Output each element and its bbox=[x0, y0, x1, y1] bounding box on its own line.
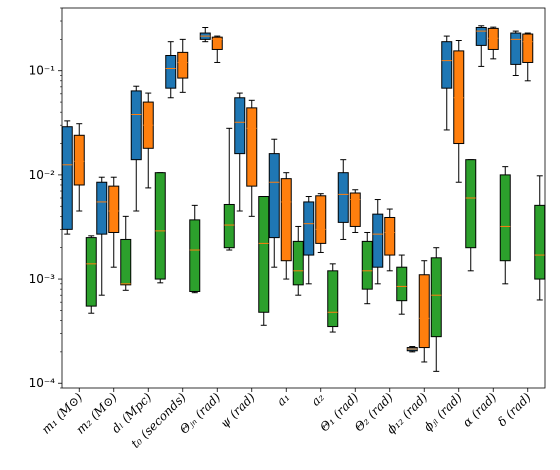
box-body bbox=[246, 107, 258, 187]
box-body bbox=[441, 41, 453, 89]
box-s0-c9 bbox=[372, 199, 384, 285]
box-body bbox=[327, 270, 339, 328]
x-category-label: δ (rad) bbox=[495, 390, 534, 429]
box-s0-c10 bbox=[406, 346, 418, 353]
box-s2-c3 bbox=[189, 204, 201, 294]
box-body bbox=[96, 181, 108, 235]
box-body bbox=[258, 196, 270, 313]
box-s2-c13 bbox=[534, 175, 546, 301]
box-body bbox=[234, 97, 246, 155]
box-s2-c11 bbox=[465, 159, 477, 272]
box-body bbox=[189, 219, 201, 292]
box-s1-c10 bbox=[418, 260, 430, 363]
box-body bbox=[430, 257, 442, 338]
box-s2-c6 bbox=[292, 225, 304, 296]
box-body bbox=[303, 201, 315, 256]
box-s1-c8 bbox=[349, 189, 361, 233]
y-tick-label: 10⁻² bbox=[29, 168, 56, 182]
box-s2-c7 bbox=[327, 263, 339, 333]
box-body bbox=[372, 213, 384, 268]
box-s1-c12 bbox=[487, 26, 499, 60]
box-body bbox=[177, 51, 189, 79]
box-s1-c4 bbox=[211, 35, 223, 63]
box-s2-c0 bbox=[85, 235, 97, 314]
box-s1-c2 bbox=[142, 92, 154, 189]
box-s1-c5 bbox=[246, 99, 258, 217]
box-body bbox=[165, 54, 177, 89]
box-s0-c13 bbox=[510, 30, 522, 76]
plot-marks bbox=[61, 25, 546, 372]
box-s2-c10 bbox=[430, 247, 442, 372]
box-s2-c12 bbox=[499, 166, 511, 285]
box-s2-c8 bbox=[361, 231, 373, 305]
box-body bbox=[522, 33, 534, 63]
box-body bbox=[384, 216, 396, 256]
box-s2-c9 bbox=[396, 254, 408, 315]
box-body bbox=[280, 178, 292, 262]
plot-frame bbox=[61, 7, 546, 389]
box-s0-c0 bbox=[61, 120, 73, 235]
box-s2-c4 bbox=[223, 127, 235, 251]
box-s2-c1 bbox=[120, 215, 132, 291]
box-body bbox=[315, 195, 327, 244]
box-body bbox=[487, 27, 499, 50]
box-body bbox=[130, 90, 142, 161]
x-category-label: a₁ bbox=[274, 390, 292, 408]
y-tick-label: 10⁻⁴ bbox=[29, 376, 56, 390]
y-tick-label: 10⁻¹ bbox=[29, 64, 56, 78]
box-body bbox=[223, 203, 235, 249]
box-s2-c5 bbox=[258, 196, 270, 326]
y-tick-label: 10⁻³ bbox=[29, 272, 56, 286]
box-s0-c7 bbox=[303, 196, 315, 285]
box-body bbox=[268, 153, 280, 239]
box-body bbox=[510, 32, 522, 65]
box-s0-c5 bbox=[234, 92, 246, 212]
x-axis: m₁ (M⊙)m₂ (M⊙)dₗ (Mpc)t₀ (seconds)Θⱼₙ (r… bbox=[39, 388, 534, 451]
box-s0-c2 bbox=[130, 85, 142, 212]
box-s0-c8 bbox=[337, 159, 349, 240]
box-body bbox=[499, 174, 511, 262]
box-s1-c6 bbox=[280, 172, 292, 280]
box-s0-c3 bbox=[165, 41, 177, 99]
x-category-label: α (rad) bbox=[460, 390, 500, 430]
x-category-label: ϕⱼₗ (rad) bbox=[421, 390, 465, 434]
box-body bbox=[534, 204, 546, 280]
box-s1-c13 bbox=[522, 32, 534, 82]
box-s1-c7 bbox=[315, 193, 327, 253]
box-s2-c2 bbox=[154, 172, 166, 284]
box-body bbox=[154, 172, 166, 280]
box-body bbox=[120, 238, 132, 286]
box-body bbox=[108, 185, 120, 233]
box-s1-c9 bbox=[384, 208, 396, 272]
box-body bbox=[61, 126, 73, 230]
box-s0-c11 bbox=[441, 35, 453, 131]
box-s1-c1 bbox=[108, 176, 120, 268]
y-axis: 10⁻⁴ 10⁻³ 10⁻² 10⁻¹ bbox=[29, 7, 62, 390]
box-s1-c0 bbox=[73, 123, 85, 212]
x-category-label: ψ (rad) bbox=[217, 390, 258, 431]
x-category-label: a₂ bbox=[309, 390, 327, 408]
box-s0-c1 bbox=[96, 176, 108, 296]
box-body bbox=[361, 240, 373, 290]
box-s0-c4 bbox=[199, 26, 211, 43]
box-s1-c3 bbox=[177, 38, 189, 93]
box-s0-c12 bbox=[475, 25, 487, 67]
box-body bbox=[349, 192, 361, 227]
box-body bbox=[337, 172, 349, 223]
box-s1-c11 bbox=[453, 40, 465, 183]
box-body bbox=[453, 50, 465, 145]
box-body bbox=[418, 274, 430, 349]
box-body bbox=[292, 240, 304, 286]
box-s0-c6 bbox=[268, 138, 280, 268]
box-body bbox=[396, 266, 408, 302]
box-body bbox=[475, 26, 487, 46]
box-body bbox=[73, 134, 85, 186]
box-body bbox=[211, 36, 223, 50]
box-body bbox=[465, 159, 477, 249]
box-body bbox=[85, 237, 97, 307]
